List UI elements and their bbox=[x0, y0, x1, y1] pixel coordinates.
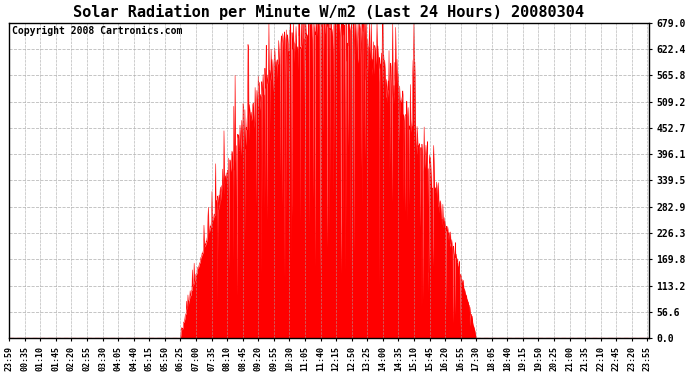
Title: Solar Radiation per Minute W/m2 (Last 24 Hours) 20080304: Solar Radiation per Minute W/m2 (Last 24… bbox=[73, 4, 584, 20]
Text: Copyright 2008 Cartronics.com: Copyright 2008 Cartronics.com bbox=[12, 26, 182, 36]
